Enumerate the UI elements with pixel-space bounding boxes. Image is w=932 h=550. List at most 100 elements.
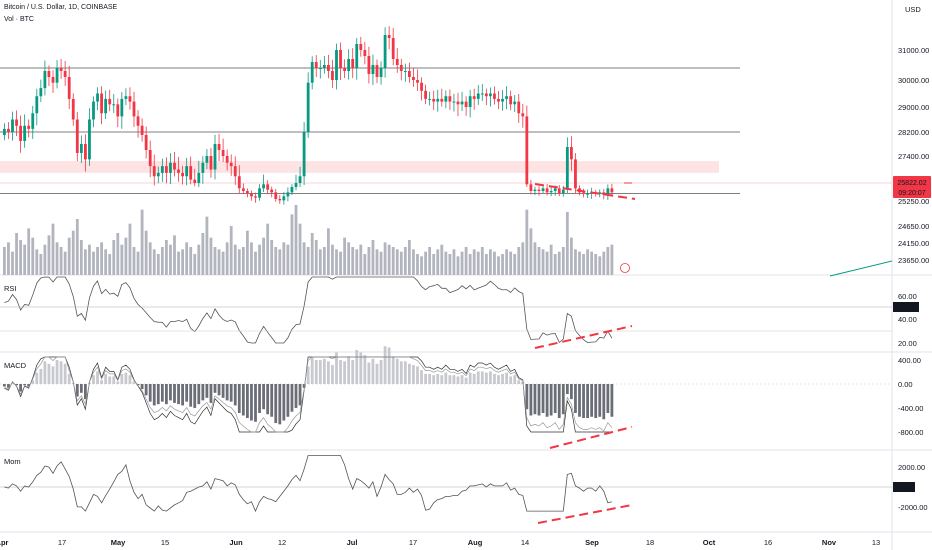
price-tick-label: 23650.00 [898,256,929,265]
volume-bar [221,251,225,275]
candle-body [250,193,253,197]
price-divergence-line [534,183,636,200]
price-tick-label: 24150.00 [898,239,929,248]
time-axis-label: 13 [872,538,880,547]
candle-body [67,77,71,99]
volume-bar [209,237,213,275]
volume-bar [258,244,261,275]
candle-body [189,166,193,180]
macd-histogram-bar [598,384,602,417]
macd-histogram-bar [286,384,290,417]
candle-body [112,104,116,106]
macd-histogram-bar [43,361,47,384]
macd-histogram-bar [23,384,27,386]
candle-body [181,172,184,177]
mom-divergence-line [537,504,633,524]
macd-histogram-bar [403,361,407,384]
volume-bar [598,256,602,275]
volume-bar [574,249,577,275]
candle-body [237,176,241,189]
volume-bar [476,251,480,275]
candle-body [557,188,561,194]
volume-bar [517,247,521,275]
candle-body [209,156,213,170]
volume-bar [250,242,253,275]
volume-bar [165,240,168,275]
volume-bar [108,254,112,275]
candle-body [47,71,51,77]
volume-bar [173,235,176,275]
macd-histogram-bar [545,384,549,417]
time-axis-label: 18 [646,538,654,547]
candle-body [549,191,553,193]
macd-histogram-bar [51,366,55,384]
mom-label: Mom [4,457,21,466]
price-tick-label: 31000.00 [898,46,929,55]
candle-body [278,199,282,201]
macd-histogram-bar [355,349,359,384]
macd-label: MACD [4,361,27,370]
macd-histogram-bar [128,375,132,384]
volume-bar [493,251,496,275]
macd-histogram-bar [294,384,298,408]
candle-body [472,96,476,99]
macd-histogram-bar [258,384,261,413]
candle-body [363,50,367,56]
volume-bar [185,242,189,275]
macd-histogram-bar [193,384,197,408]
macd-histogram-bar [241,384,245,416]
macd-signal-line [4,356,613,433]
rsi-divergence-line [534,325,633,349]
volume-bar [116,233,120,275]
candle-body [274,192,278,199]
candle-body [169,162,172,173]
candle-body [517,101,521,114]
candle-body [241,188,245,191]
volume-bar [367,247,371,275]
macd-histogram-bar [408,363,411,384]
volume-bar [71,230,75,275]
volume-bar [27,228,31,275]
candle-body [460,101,464,105]
macd-histogram-bar [379,360,383,384]
volume-bar [549,244,553,275]
candle-body [456,101,460,105]
macd-histogram-bar [306,366,310,384]
candle-body [602,192,606,195]
macd-histogram-bar [63,363,67,384]
candle-body [197,172,201,183]
candle-body [266,184,270,190]
candle-body [448,96,452,102]
candle-body [19,125,22,141]
macd-histogram-bar [416,366,419,384]
candle-body [452,101,456,103]
volume-bar [590,251,594,275]
candle-body [136,116,140,126]
volume-bar [322,247,326,275]
macd-line [4,356,612,433]
macd-histogram-bar [213,384,217,393]
trend-line [829,260,893,277]
volume-bar [152,249,156,275]
macd-histogram-bar [201,384,205,401]
supply-zone [0,161,719,173]
candle-body [92,101,95,120]
macd-histogram-bar [590,384,594,417]
volume-bar [19,240,22,275]
volume-bar [387,244,391,275]
macd-histogram-bar [152,384,156,406]
candle-body [156,172,160,177]
macd-histogram-bar [75,384,79,397]
volume-bar [100,242,103,275]
macd-histogram-bar [290,384,294,412]
candle-body [432,98,436,102]
candle-body [128,96,132,102]
macd-histogram-bar [282,384,286,421]
candle-body [606,188,610,195]
candle-body [493,93,496,99]
volume-bar [594,254,598,275]
volume-bar [553,254,557,275]
candle-body [258,188,261,198]
macd-histogram-bar [363,355,367,384]
